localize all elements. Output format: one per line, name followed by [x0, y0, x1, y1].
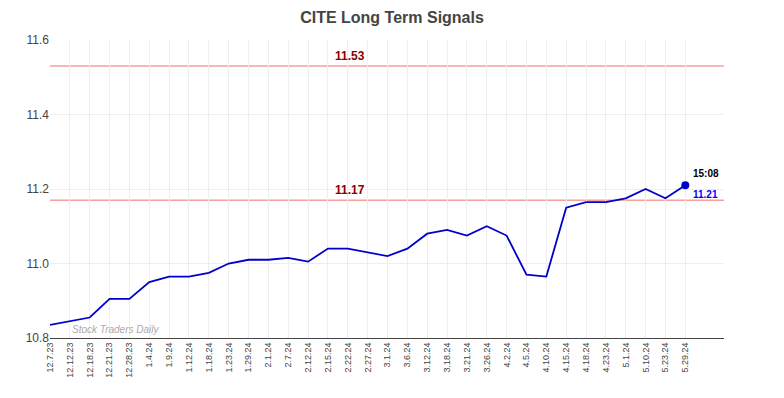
svg-text:3.6.24: 3.6.24	[402, 343, 412, 368]
svg-text:2.27.24: 2.27.24	[363, 343, 373, 373]
svg-text:3.21.24: 3.21.24	[462, 343, 472, 373]
svg-text:2.22.24: 2.22.24	[343, 343, 353, 373]
svg-text:3.12.24: 3.12.24	[422, 343, 432, 373]
svg-text:4.15.24: 4.15.24	[561, 343, 571, 373]
svg-text:1.29.24: 1.29.24	[243, 343, 253, 373]
svg-text:11.6: 11.6	[27, 33, 50, 47]
svg-text:5.10.24: 5.10.24	[641, 343, 651, 373]
svg-text:3.26.24: 3.26.24	[482, 343, 492, 373]
svg-text:10.8: 10.8	[26, 331, 50, 345]
svg-text:3.18.24: 3.18.24	[442, 343, 452, 373]
svg-text:1.18.24: 1.18.24	[204, 343, 214, 373]
svg-text:12.21.23: 12.21.23	[104, 343, 114, 378]
svg-text:2.12.24: 2.12.24	[303, 343, 313, 373]
svg-text:12.7.23: 12.7.23	[45, 343, 55, 373]
svg-text:4.10.24: 4.10.24	[541, 343, 551, 373]
svg-text:4.2.24: 4.2.24	[502, 343, 512, 368]
svg-text:2.1.24: 2.1.24	[263, 343, 273, 368]
svg-text:1.23.24: 1.23.24	[224, 343, 234, 373]
svg-text:5.1.24: 5.1.24	[621, 343, 631, 368]
svg-text:Stock Traders Daily: Stock Traders Daily	[72, 324, 160, 335]
svg-text:2.7.24: 2.7.24	[283, 343, 293, 368]
svg-text:CITE Long Term Signals: CITE Long Term Signals	[300, 9, 484, 26]
svg-text:15:08: 15:08	[693, 168, 719, 179]
svg-text:4.23.24: 4.23.24	[601, 343, 611, 373]
svg-text:12.12.23: 12.12.23	[65, 343, 75, 378]
svg-text:11.17: 11.17	[335, 183, 365, 197]
svg-text:11.21: 11.21	[693, 189, 718, 200]
svg-text:12.18.23: 12.18.23	[85, 343, 95, 378]
svg-text:11.2: 11.2	[27, 182, 50, 196]
svg-text:3.1.24: 3.1.24	[382, 343, 392, 368]
svg-text:4.5.24: 4.5.24	[521, 343, 531, 368]
svg-text:1.4.24: 1.4.24	[144, 343, 154, 368]
svg-text:1.9.24: 1.9.24	[164, 343, 174, 368]
svg-text:12.28.23: 12.28.23	[124, 343, 134, 378]
svg-text:2.15.24: 2.15.24	[323, 343, 333, 373]
svg-text:1.12.24: 1.12.24	[184, 343, 194, 373]
svg-text:5.29.24: 5.29.24	[680, 343, 690, 373]
svg-text:11.4: 11.4	[27, 108, 50, 122]
svg-text:11.0: 11.0	[27, 257, 50, 271]
svg-text:5.23.24: 5.23.24	[660, 343, 670, 373]
svg-text:4.18.24: 4.18.24	[581, 343, 591, 373]
svg-text:11.53: 11.53	[335, 49, 365, 63]
